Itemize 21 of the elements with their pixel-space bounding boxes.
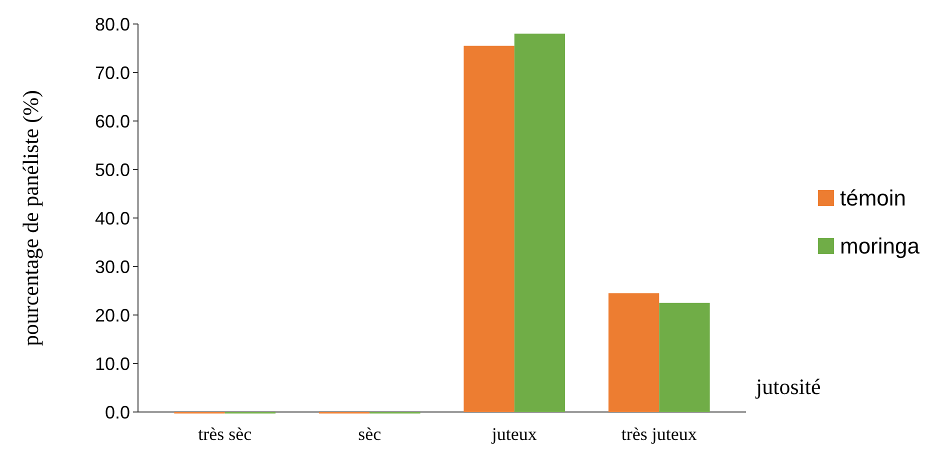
y-tick-label: 10.0 — [94, 354, 130, 374]
legend-label: moringa — [840, 234, 920, 259]
bar — [514, 34, 566, 412]
y-tick-label: 20.0 — [94, 305, 130, 326]
y-tick-label: 40.0 — [94, 208, 130, 228]
y-tick-label: 70.0 — [94, 62, 130, 83]
x-tick-label: très sèc — [198, 424, 252, 444]
bar — [608, 293, 660, 412]
x-tick-label: sèc — [358, 424, 382, 444]
x-axis-title: jutosité — [755, 374, 821, 399]
x-tick-label: juteux — [490, 424, 537, 444]
y-tick-label: 60.0 — [94, 111, 130, 132]
legend-label: témoin — [840, 186, 906, 211]
y-axis-title: pourcentage de panéliste (%) — [18, 90, 43, 346]
y-tick-label: 50.0 — [94, 160, 130, 180]
bar — [659, 302, 710, 412]
y-tick-label: 30.0 — [94, 256, 130, 277]
bar — [464, 46, 514, 412]
y-tick-label: 80.0 — [94, 14, 130, 34]
y-tick-label: 0.0 — [104, 402, 130, 422]
x-tick-label: très juteux — [621, 424, 697, 444]
